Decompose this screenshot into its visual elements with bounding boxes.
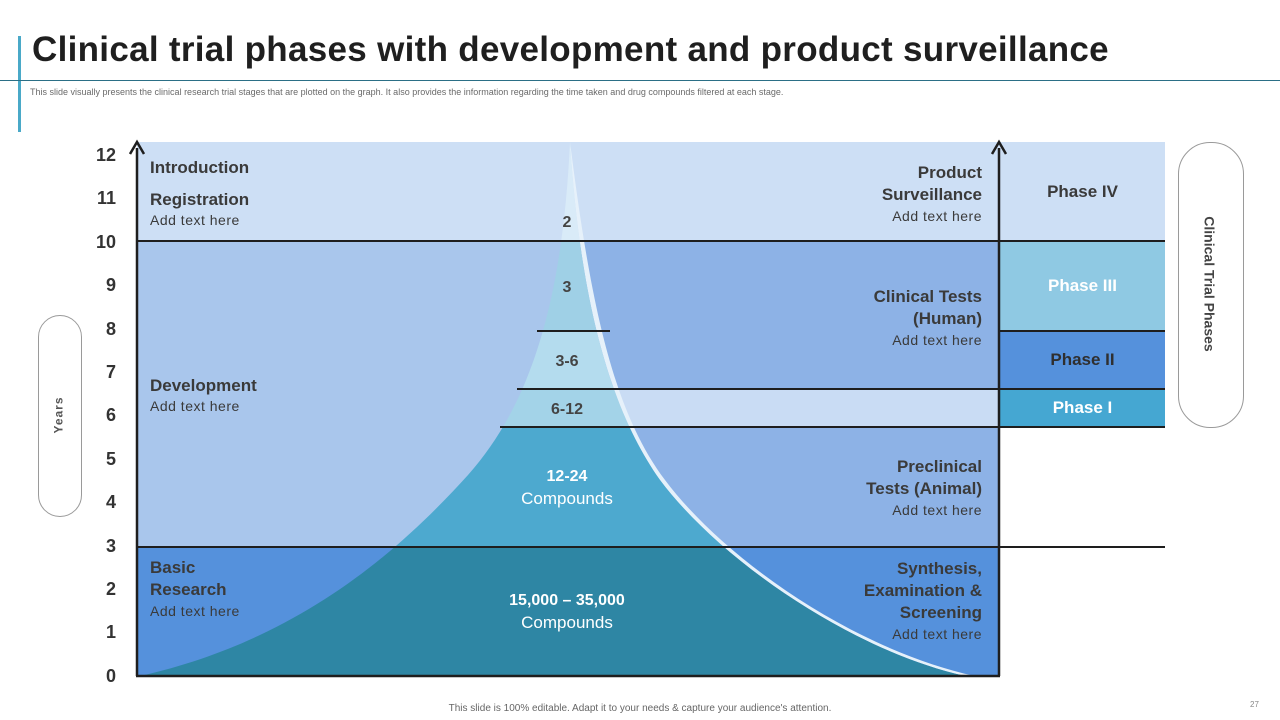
preclinical-tests-line2: Tests (Animal): [866, 479, 982, 498]
basic-research-text: Add text here: [150, 603, 240, 619]
compounds-phase2: 3-6: [555, 353, 579, 370]
product-surveillance-line1: Product: [917, 163, 982, 182]
product-surveillance-text: Add text here: [892, 208, 982, 224]
registration-text: Add text here: [150, 212, 240, 228]
preclinical-tests-text: Add text here: [892, 502, 982, 518]
slide-subtitle: This slide visually presents the clinica…: [30, 87, 784, 97]
synthesis-text: Add text here: [892, 626, 982, 642]
basic-research-label-line1: Basic: [150, 558, 196, 577]
phase3-box: [1000, 241, 1165, 331]
clinical-trial-phases-label: Clinical Trial Phases: [1202, 216, 1218, 352]
phase4-box: [1000, 142, 1165, 241]
clinical-trial-phases-label-wrap: Clinical Trial Phases: [1178, 142, 1242, 426]
synthesis-line2: Examination &: [863, 581, 982, 600]
band-development-right: [570, 241, 1000, 389]
years-label: Years: [51, 396, 66, 434]
y-tick-0: 0: [105, 666, 116, 686]
title-divider: [0, 80, 1280, 81]
y-tick-1: 1: [105, 622, 116, 642]
preclinical-tests-line1: Preclinical: [896, 457, 982, 476]
y-tick-8: 8: [105, 319, 116, 339]
phase4-label: Phase IV: [1047, 181, 1118, 201]
y-tick-2: 2: [105, 579, 116, 599]
page-number: 27: [1250, 700, 1259, 709]
phase1-box: [1000, 389, 1165, 427]
clinical-tests-line1: Clinical Tests: [873, 287, 982, 306]
clinical-trial-phases-pill: [1178, 142, 1244, 428]
basic-research-label-line2: Research: [150, 580, 227, 599]
synthesis-line1: Synthesis,: [896, 559, 982, 578]
y-tick-3: 3: [105, 536, 116, 556]
compounds-preclinical-line2: Compounds: [521, 489, 613, 508]
y-tick-4: 4: [105, 492, 116, 512]
compounds-phase1: 6-12: [550, 401, 584, 418]
y-tick-10: 10: [95, 232, 116, 252]
product-surveillance-line2: Surveillance: [881, 185, 982, 204]
phase2-box: [1000, 331, 1165, 389]
accent-bar: [18, 36, 21, 132]
compounds-basic-line1: 15,000 – 35,000: [509, 592, 625, 609]
introduction-label: Introduction: [150, 158, 250, 177]
band-product-surveillance: [137, 142, 1165, 241]
compounds-basic-line2: Compounds: [521, 613, 613, 632]
footer-note: This slide is 100% editable. Adapt it to…: [448, 703, 832, 714]
y-tick-9: 9: [105, 275, 116, 295]
clinical-tests-text: Add text here: [892, 332, 982, 348]
y-tick-12: 12: [95, 145, 116, 165]
y-tick-7: 7: [105, 362, 116, 382]
band-phase1-row: [570, 389, 1000, 427]
y-axis-right-arrow: [990, 139, 1008, 155]
phase1-label: Phase I: [1052, 398, 1113, 417]
development-label: Development: [150, 376, 257, 395]
compounds-phase3: 3: [562, 279, 572, 296]
registration-label: Registration: [150, 190, 250, 209]
y-tick-5: 5: [105, 449, 116, 469]
clinical-tests-line2: (Human): [913, 309, 982, 328]
y-axis-left-arrow: [128, 139, 146, 155]
phase2-label: Phase II: [1050, 350, 1115, 369]
compounds-registration: 2: [562, 214, 572, 231]
synthesis-line3: Screening: [899, 603, 982, 622]
y-tick-11: 11: [96, 188, 116, 208]
phase3-label: Phase III: [1048, 276, 1117, 295]
y-tick-6: 6: [105, 405, 116, 425]
years-pill: [38, 315, 82, 517]
slide-title: Clinical trial phases with development a…: [32, 30, 1109, 69]
development-text: Add text here: [150, 398, 240, 414]
years-label-wrap: Years: [38, 315, 80, 515]
compounds-preclinical-line1: 12-24: [546, 468, 588, 485]
